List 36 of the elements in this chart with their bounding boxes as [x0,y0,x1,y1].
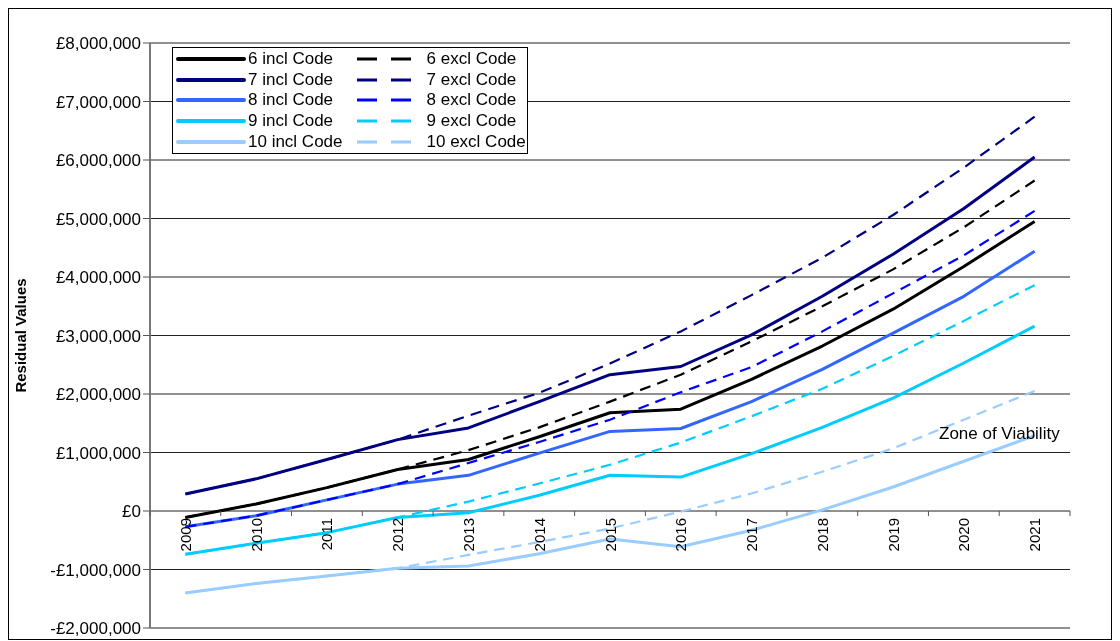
x-tick-label: 2012 [389,518,407,552]
x-tick-label: 2010 [247,518,265,552]
legend-label: 9 incl Code [248,111,334,132]
legend-label: 9 excl Code [426,111,517,132]
y-tick-label: £0 [122,502,141,522]
y-tick-label: -£1,000,000 [50,560,141,580]
y-tick-label: £4,000,000 [55,268,141,288]
legend-label: 6 excl Code [426,49,517,70]
legend-label: 8 excl Code [426,90,517,111]
x-tick-label: 2015 [601,518,619,552]
legend-label: 10 excl Code [426,131,526,152]
annotation: Zone of Viability [939,424,1060,444]
y-tick-label: £3,000,000 [55,326,141,346]
x-tick-label: 2018 [813,518,831,552]
x-tick-label: 2020 [955,518,973,552]
legend-label: 6 incl Code [248,49,334,70]
legend-label: 7 excl Code [426,69,517,90]
y-axis-title: Residual Values [12,278,30,393]
x-tick-label: 2021 [1026,518,1044,552]
y-tick-label: £8,000,000 [55,34,141,54]
y-tick-label: £6,000,000 [55,151,141,171]
x-tick-label: 2016 [672,518,690,552]
y-tick-label: -£2,000,000 [50,619,141,639]
x-tick-label: 2019 [884,518,902,552]
x-tick-label: 2017 [743,518,761,552]
x-tick-label: 2009 [176,518,194,552]
y-tick-label: £7,000,000 [55,92,141,112]
y-tick-label: £5,000,000 [55,209,141,229]
legend-label: 8 incl Code [248,90,334,111]
legend-label: 7 incl Code [248,69,334,90]
legend-label: 10 incl Code [248,131,343,152]
y-tick-label: £1,000,000 [55,443,141,463]
x-tick-label: 2013 [459,518,477,552]
y-tick-label: £2,000,000 [55,385,141,405]
x-tick-label: 2011 [318,518,336,551]
x-tick-label: 2014 [530,518,548,552]
